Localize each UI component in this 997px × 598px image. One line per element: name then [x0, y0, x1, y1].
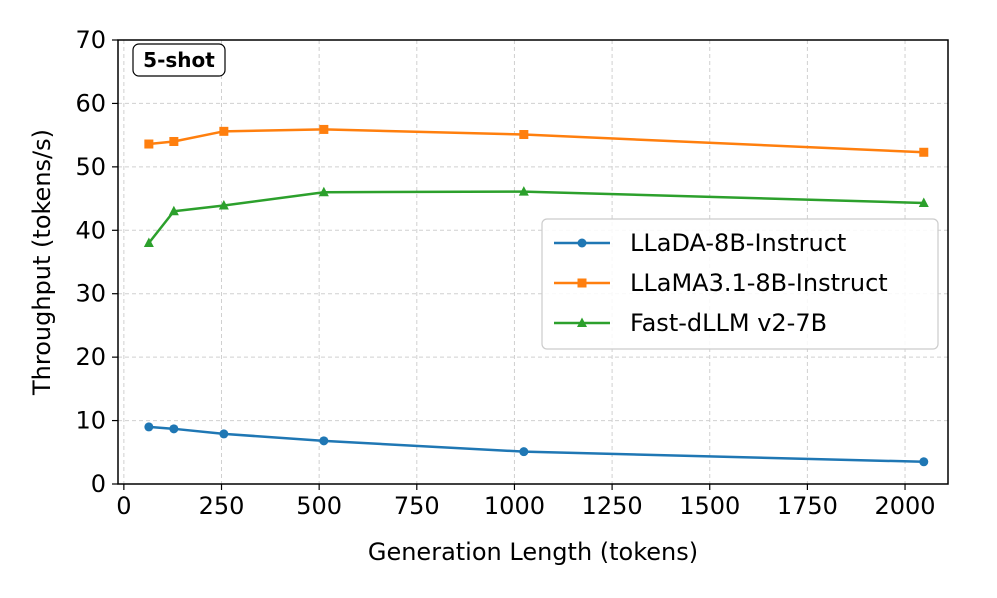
annotation-label: 5-shot: [143, 48, 215, 72]
x-tick-label: 1750: [777, 492, 838, 520]
legend-marker-fastdllm: [577, 317, 587, 327]
x-tick-label: 2000: [874, 492, 935, 520]
x-tick-label: 0: [116, 492, 131, 520]
y-tick-label: 20: [75, 343, 106, 371]
data-point-fast-dllm-v2-7b: [143, 237, 154, 247]
series-layer: [143, 124, 929, 467]
legend-label-llama: LLaMA3.1-8B-Instruct: [630, 269, 888, 297]
y-tick-label: 50: [75, 153, 106, 181]
legend-marker-llada: [577, 238, 587, 248]
x-tick-label: 1000: [484, 492, 545, 520]
y-tick-label: 40: [75, 216, 106, 244]
data-point-llada-8b-instruct: [319, 436, 329, 446]
legend-box: [541, 218, 939, 350]
y-tick-label: 0: [91, 470, 106, 498]
series-fast-dllm-v2-7b: [143, 186, 929, 247]
legend-marker-llama: [577, 278, 587, 288]
data-point-llada-8b-instruct: [219, 429, 229, 439]
data-point-fast-dllm-v2-7b: [518, 186, 529, 196]
series-llama3-1-8b-instruct: [144, 124, 929, 157]
data-point-llama3-1-8b-instruct: [319, 124, 329, 134]
data-point-fast-dllm-v2-7b: [218, 200, 229, 210]
x-tick-label: 250: [199, 492, 245, 520]
data-point-llada-8b-instruct: [169, 424, 179, 434]
data-point-llama3-1-8b-instruct: [219, 126, 229, 136]
x-tick-label: 750: [394, 492, 440, 520]
data-point-fast-dllm-v2-7b: [318, 186, 329, 197]
data-point-llama3-1-8b-instruct: [519, 130, 529, 140]
data-point-llada-8b-instruct: [919, 457, 929, 467]
y-tick-label: 10: [75, 407, 106, 435]
legend-label-fastdllm: Fast-dLLM v2-7B: [630, 309, 827, 337]
data-point-llada-8b-instruct: [519, 447, 529, 457]
y-tick-label: 70: [75, 26, 106, 54]
data-point-fast-dllm-v2-7b: [168, 205, 179, 216]
y-axis-title: Throughput (tokens/s): [28, 129, 56, 396]
shot-annotation: 5-shot: [132, 43, 226, 77]
x-tick-label: 1500: [679, 492, 740, 520]
y-tick-label: 30: [75, 280, 106, 308]
data-point-llama3-1-8b-instruct: [169, 136, 179, 146]
x-axis-title: Generation Length (tokens): [368, 538, 698, 566]
series-llada-8b-instruct: [144, 422, 929, 467]
data-point-llama3-1-8b-instruct: [919, 147, 929, 157]
plot-frame: [117, 39, 949, 485]
x-tick-label: 500: [296, 492, 342, 520]
axis-ticks: 0 250 500 750 1000 1250 1500 1750 2000 0 10 20 30 40 5…: [75, 26, 935, 520]
series-line-fast-dllm-v2-7b: [147, 190, 924, 244]
legend-label-llada: LLaDA-8B-Instruct: [630, 229, 846, 257]
x-tick-label: 1250: [582, 492, 643, 520]
data-point-fast-dllm-v2-7b: [918, 197, 929, 208]
annotation-box: [132, 43, 226, 77]
data-point-llama3-1-8b-instruct: [144, 139, 154, 149]
legend: LLaDA-8B-Instruct LLaMA3.1-8B-Instruct F…: [541, 218, 939, 350]
data-point-llada-8b-instruct: [144, 422, 154, 432]
y-tick-label: 60: [75, 89, 106, 117]
